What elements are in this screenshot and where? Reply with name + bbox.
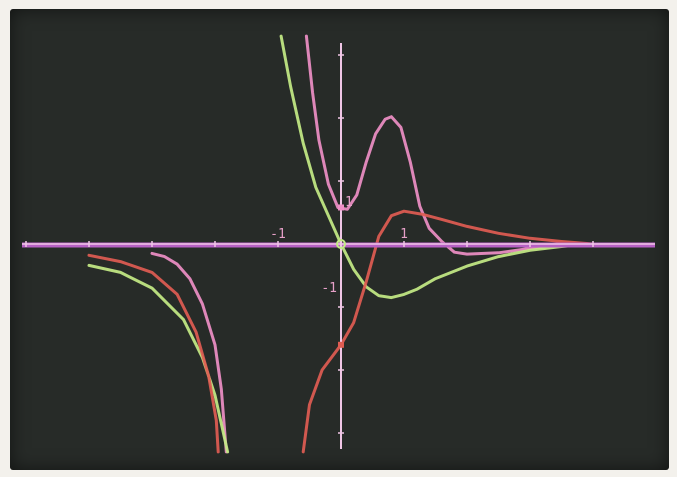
origin-marker <box>336 239 346 249</box>
markers-layer <box>336 204 346 348</box>
x-ticks <box>25 241 594 247</box>
series-pink-line-4 <box>304 34 595 256</box>
series-red-line-3 <box>301 209 595 454</box>
tick-label-y-neg: -1 <box>321 281 337 296</box>
tick-label-x-neg: -1 <box>270 227 286 242</box>
red-axis-marker <box>338 341 344 348</box>
series-green-line-2 <box>87 263 230 454</box>
pink-axis-marker <box>338 204 344 211</box>
series-red-line-2 <box>87 253 220 454</box>
plot-area: -1 1 1 -1 <box>22 34 655 454</box>
tick-label-y-pos: 1 <box>345 195 353 210</box>
y-ticks <box>338 54 344 434</box>
axes-layer: -1 1 1 -1 <box>22 43 655 449</box>
tick-label-x-pos: 1 <box>400 227 408 242</box>
series-pink-line-3 <box>150 251 228 454</box>
series-green-line-3 <box>279 34 595 300</box>
graph-screen: -1 1 1 -1 <box>10 9 669 470</box>
curves-layer <box>87 34 595 454</box>
